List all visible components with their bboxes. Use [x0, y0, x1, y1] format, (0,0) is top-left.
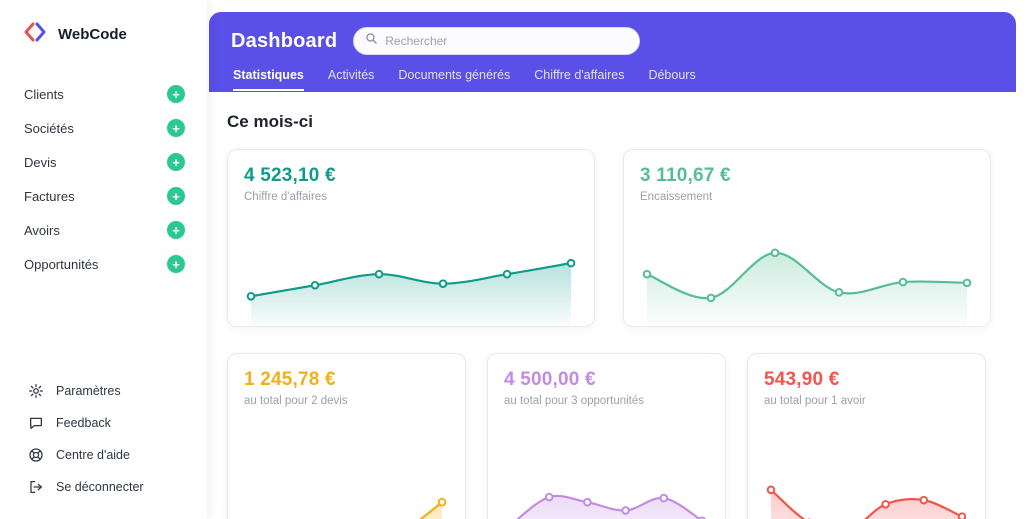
lifebuoy-icon: [28, 447, 44, 463]
card-label: au total pour 1 avoir: [764, 395, 866, 407]
card-label: Chiffre d'affaires: [244, 191, 327, 203]
logo: WebCode: [0, 20, 207, 49]
sidebar-item-factures[interactable]: Factures +: [0, 179, 207, 213]
add-opportunite-button[interactable]: +: [167, 255, 185, 273]
card-amount: 1 245,78 €: [244, 369, 336, 390]
card-label: au total pour 3 opportunités: [504, 395, 645, 407]
card-amount: 543,90 €: [764, 369, 840, 390]
add-avoir-button[interactable]: +: [167, 221, 185, 239]
devis-line-chart: [244, 452, 449, 519]
card-opportunites: 4 500,00 € au total pour 3 opportunités: [487, 353, 726, 519]
chiffre-affaires-line-chart: [244, 232, 578, 326]
card-devis: 1 245,78 € au total pour 2 devis: [227, 353, 466, 519]
footer-item-label: Paramètres: [56, 384, 121, 398]
search-input[interactable]: [385, 34, 629, 48]
tab-chiffre-affaires[interactable]: Chiffre d'affaires: [534, 68, 625, 82]
sidebar-item-label: Avoirs: [24, 222, 60, 238]
stat-cards-row-1: 4 523,10 € Chiffre d'affaires 3 110,67 €…: [227, 149, 1010, 327]
webcode-logo-icon: [22, 20, 48, 49]
card-avoir: 543,90 € au total pour 1 avoir: [747, 353, 986, 519]
add-facture-button[interactable]: +: [167, 187, 185, 205]
sidebar-item-clients[interactable]: Clients +: [0, 77, 207, 111]
gear-icon: [28, 383, 44, 399]
page-title: Dashboard: [231, 29, 338, 52]
encaissement-line-chart: [640, 232, 974, 326]
avoir-line-chart: [764, 452, 969, 519]
sidebar-item-label: Devis: [24, 154, 57, 170]
dashboard-header: Dashboard Statistiques Activités Documen…: [209, 12, 1016, 92]
stat-cards-row-2: 1 245,78 € au total pour 2 devis 4 500,0…: [227, 353, 1010, 519]
add-devis-button[interactable]: +: [167, 153, 185, 171]
footer-item-label: Feedback: [56, 416, 111, 430]
sidebar-item-label: Sociétés: [24, 120, 74, 136]
card-amount: 3 110,67 €: [640, 165, 731, 186]
sidebar-item-label: Factures: [24, 188, 75, 204]
card-amount: 4 500,00 €: [504, 369, 596, 390]
footer-item-label: Se déconnecter: [56, 480, 144, 494]
logo-text: WebCode: [58, 26, 127, 43]
card-amount: 4 523,10 €: [244, 165, 336, 186]
tab-documents-generes[interactable]: Documents générés: [398, 68, 511, 82]
card-label: Encaissement: [640, 191, 713, 203]
tab-statistiques[interactable]: Statistiques: [233, 68, 304, 91]
footer-item-label: Centre d'aide: [56, 448, 130, 462]
sidebar-item-se-deconnecter[interactable]: Se déconnecter: [0, 471, 207, 503]
sidebar-item-feedback[interactable]: Feedback: [0, 407, 207, 439]
tab-activites[interactable]: Activités: [327, 68, 375, 82]
tab-debours[interactable]: Débours: [648, 68, 696, 82]
dashboard-content: Ce mois-ci 4 523,10 € Chiffre d'affaires…: [207, 92, 1024, 519]
add-client-button[interactable]: +: [167, 85, 185, 103]
section-title: Ce mois-ci: [227, 112, 313, 131]
sidebar-item-centre-aide[interactable]: Centre d'aide: [0, 439, 207, 471]
card-label: au total pour 2 devis: [244, 395, 348, 407]
opportunites-line-chart: [504, 452, 709, 519]
speech-bubble-icon: [28, 415, 44, 431]
sidebar-item-label: Opportunités: [24, 256, 99, 272]
sidebar-footer: Paramètres Feedback Centre d'aide: [0, 375, 207, 503]
sidebar: WebCode Clients + Sociétés + Devis + Fac…: [0, 0, 207, 519]
sidebar-item-avoirs[interactable]: Avoirs +: [0, 213, 207, 247]
card-encaissement: 3 110,67 € Encaissement: [623, 149, 991, 327]
header-tabs: Statistiques Activités Documents générés…: [231, 68, 994, 91]
sidebar-item-label: Clients: [24, 86, 64, 102]
sidebar-item-devis[interactable]: Devis +: [0, 145, 207, 179]
add-societe-button[interactable]: +: [167, 119, 185, 137]
sidebar-nav: Clients + Sociétés + Devis + Factures + …: [0, 77, 207, 281]
main-area: Dashboard Statistiques Activités Documen…: [207, 0, 1024, 519]
sidebar-item-opportunites[interactable]: Opportunités +: [0, 247, 207, 281]
sidebar-item-parametres[interactable]: Paramètres: [0, 375, 207, 407]
search-bar[interactable]: [353, 27, 641, 55]
sidebar-item-societes[interactable]: Sociétés +: [0, 111, 207, 145]
card-chiffre-affaires: 4 523,10 € Chiffre d'affaires: [227, 149, 595, 327]
logout-icon: [28, 479, 44, 495]
search-icon: [365, 32, 378, 50]
